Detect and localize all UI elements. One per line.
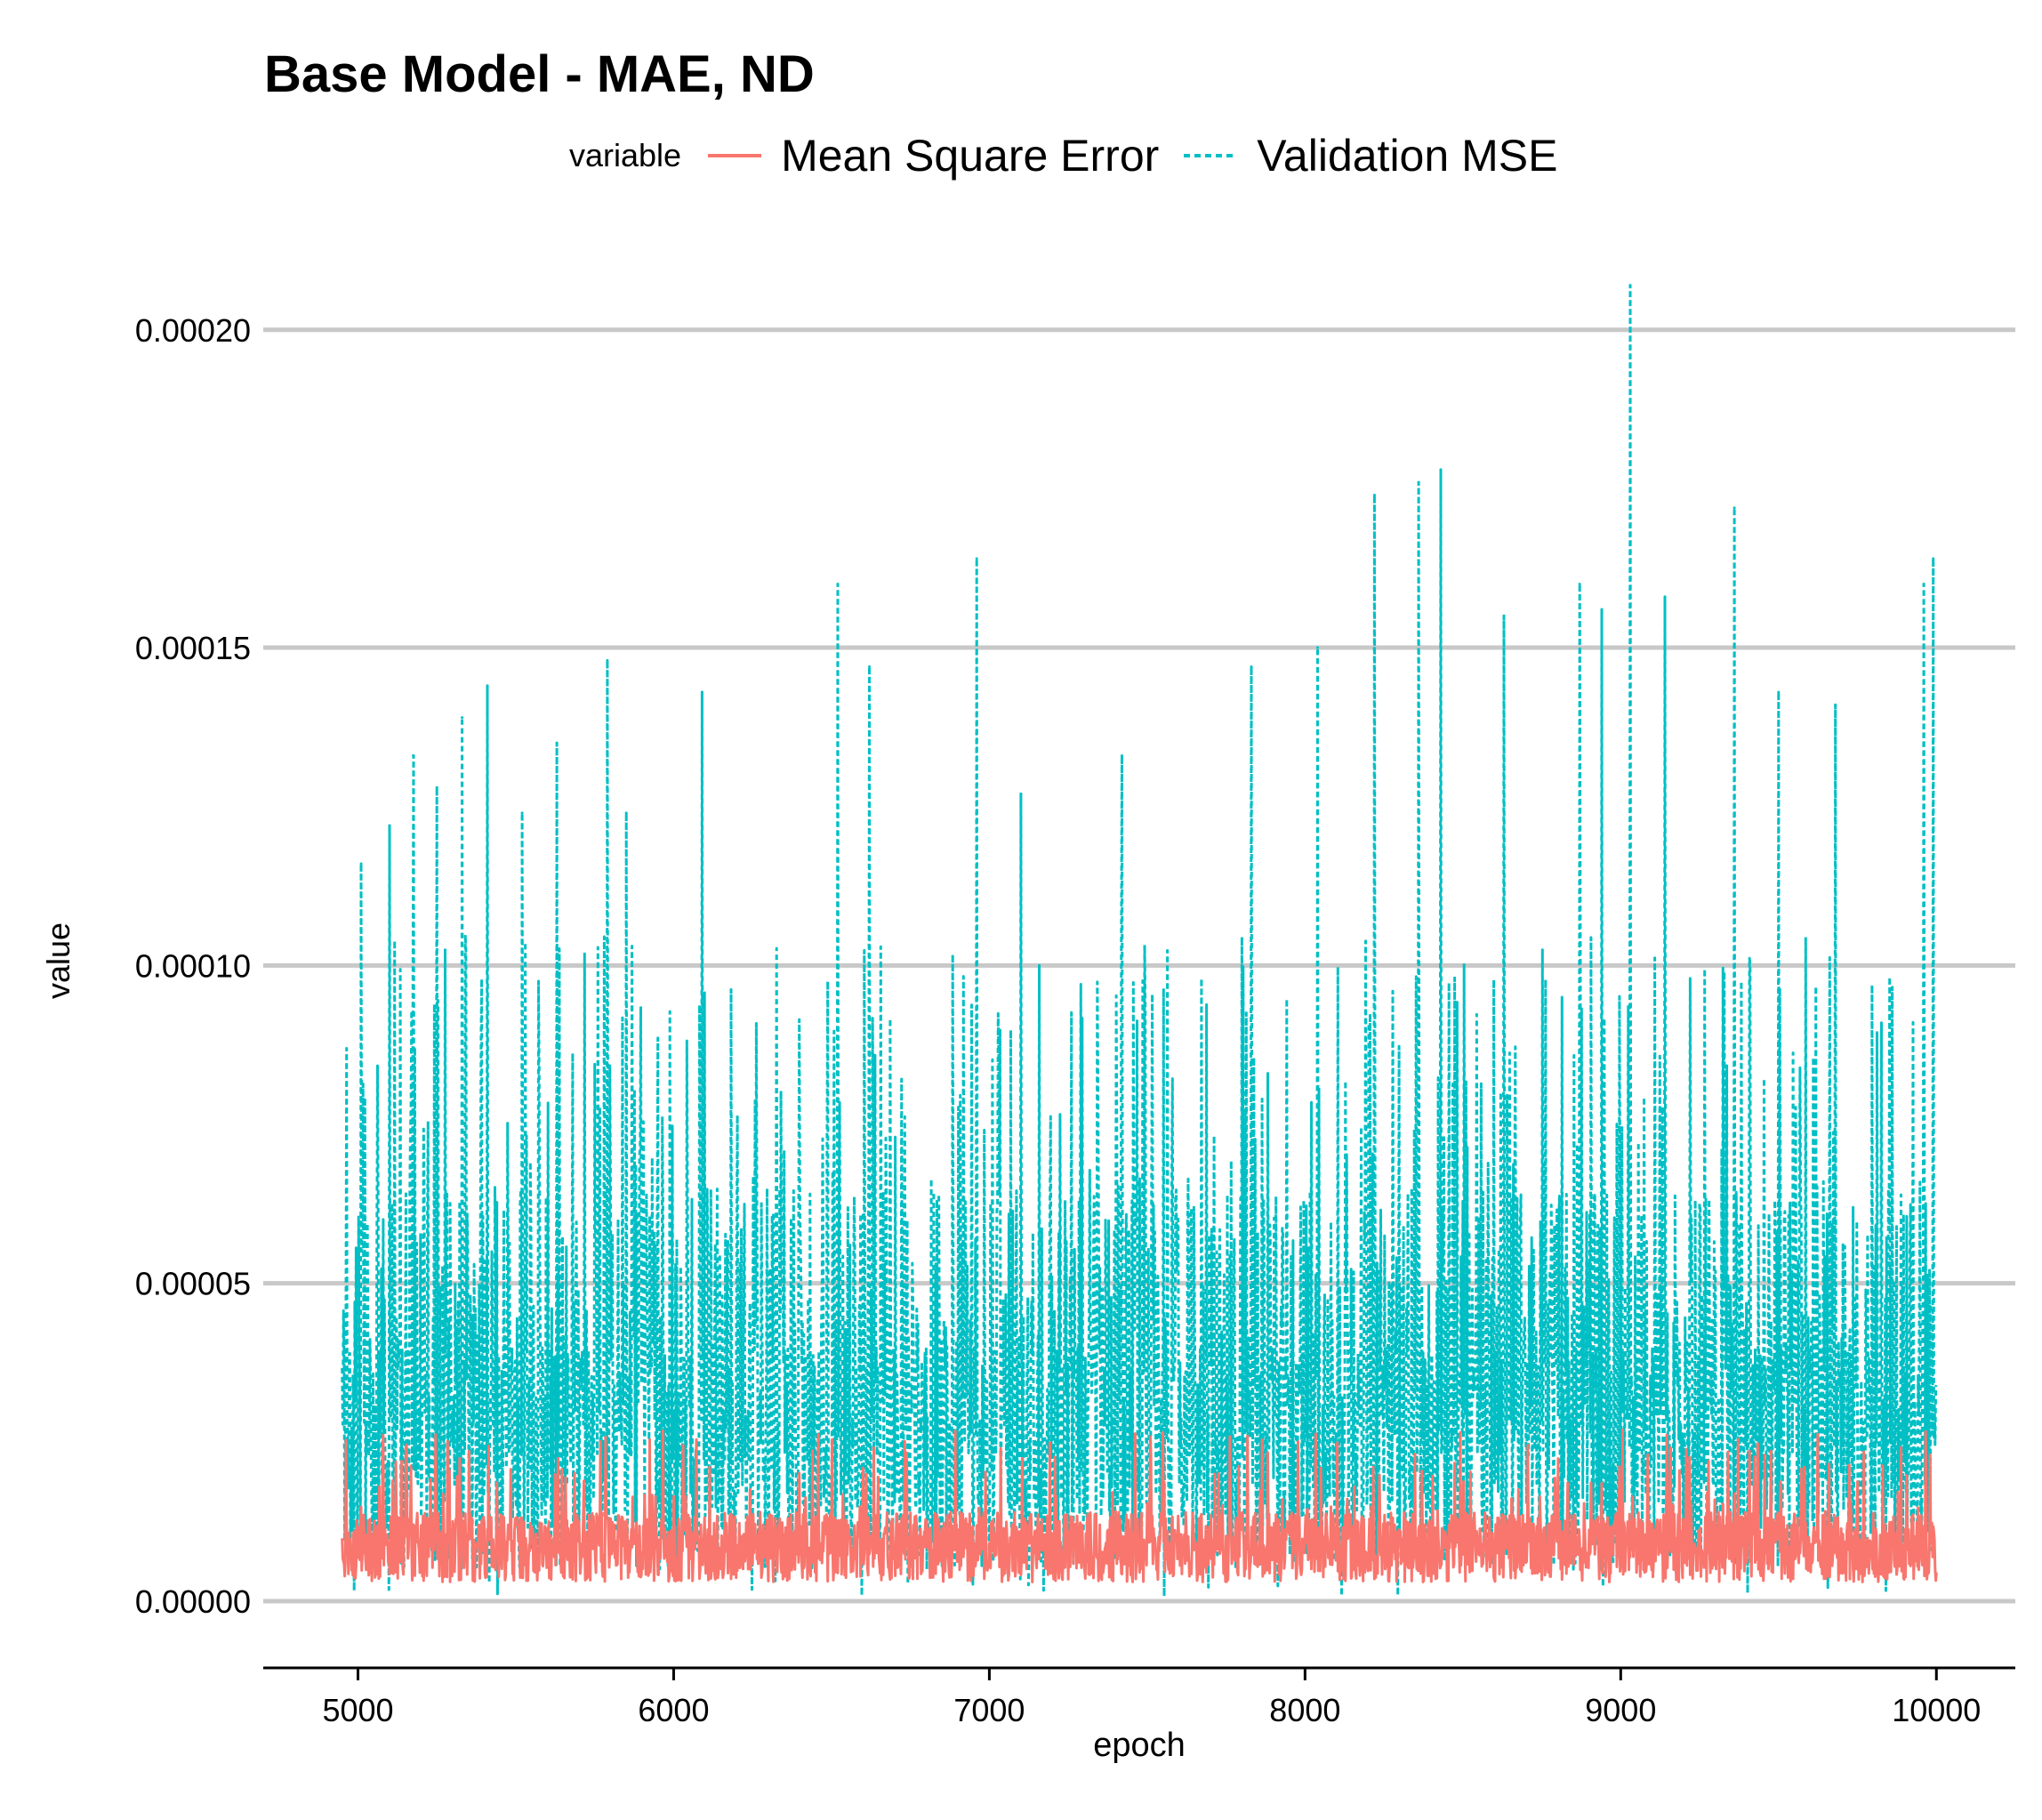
x-axis-label: epoch [1093,1727,1186,1764]
validation-mse-peak [1372,494,1376,497]
legend-key-mse [708,154,762,157]
validation-mse-peak [1439,468,1443,471]
validation-mse-peak [555,741,559,745]
validation-mse-peak [1777,690,1781,694]
legend-label-mse: Mean Square Error [781,131,1160,181]
validation-mse-peak [1932,557,1935,560]
validation-mse-peak [975,557,978,560]
legend-key-validation-mse [1184,154,1238,157]
y-tick-label: 0.00010 [135,947,251,984]
validation-mse-peak [1663,595,1667,599]
validation-mse-peak [412,754,415,758]
x-tick-label: 5000 [322,1692,393,1728]
x-tick-label: 9000 [1585,1692,1656,1728]
x-tick-label: 10000 [1892,1692,1981,1728]
validation-mse-peak [606,658,609,662]
validation-mse-peak [435,785,438,789]
validation-mse-peak [836,583,840,586]
series-layer [341,284,1938,1598]
validation-mse-peak [624,811,628,815]
y-tick-label: 0.00015 [135,630,251,666]
validation-mse-peak [1417,480,1420,484]
validation-mse-peak [1834,703,1837,706]
y-tick-label: 0.00000 [135,1583,251,1620]
chart-title: Base Model - MAE, ND [264,45,815,103]
validation-mse-peak [1316,646,1320,649]
validation-mse-peak [700,690,703,694]
legend-label-validation-mse: Validation MSE [1257,131,1558,181]
x-tick-label: 6000 [638,1692,709,1728]
legend-item-mse: Mean Square Error [708,130,1159,181]
axes: 0.00000 0.00005 0.00010 0.00015 0.00020 5000 6… [135,312,2015,1728]
series-line-mean-square-error [341,1428,1938,1583]
validation-mse-peak [1600,608,1604,611]
validation-mse-peak [461,716,464,720]
validation-mse-peak [1922,583,1925,586]
validation-mse-peak [1502,614,1506,617]
validation-mse-peak [1120,754,1123,758]
legend-title: variable [569,137,682,173]
y-axis-label: value [40,922,76,999]
validation-mse-peak [520,811,524,815]
validation-mse-peak [1019,792,1023,795]
series-line-validation-mse [341,284,1938,1598]
x-tick-label: 8000 [1269,1692,1340,1728]
validation-mse-peak [1250,664,1253,668]
validation-mse-peak [359,862,363,866]
validation-mse-peak [388,824,391,827]
y-tick-label: 0.00005 [135,1266,251,1302]
gridlines [263,327,2015,1604]
y-tick-label: 0.00020 [135,312,251,349]
validation-mse-peak [1732,506,1736,510]
x-tick-label: 7000 [953,1692,1025,1728]
validation-mse-peak [1578,583,1581,586]
validation-mse-peak [486,684,489,688]
legend: variable Mean Square Error Validation MS… [569,125,1582,187]
legend-item-validation-mse: Validation MSE [1184,130,1557,181]
validation-mse-peak [1628,284,1632,287]
validation-mse-peak [868,664,872,668]
